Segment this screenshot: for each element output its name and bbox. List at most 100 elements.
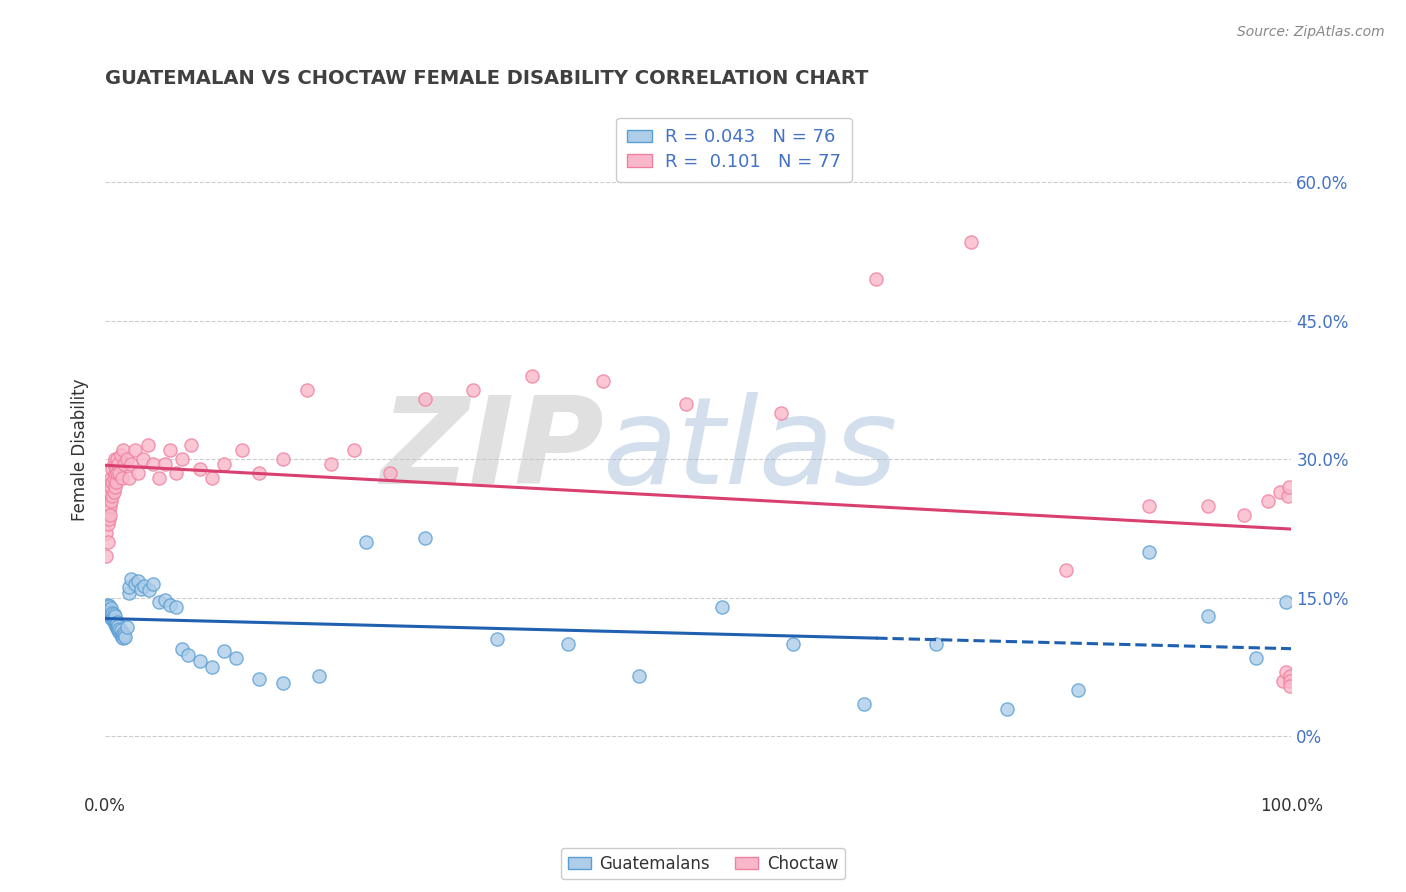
Point (105, 452, 128, 467)
Point (853, 697, 876, 711)
Point (142, 457, 165, 471)
Point (924, 637, 946, 651)
Point (97, 599, 120, 614)
Point (97, 535, 120, 549)
Point (107, 623, 129, 637)
Point (103, 457, 125, 471)
Point (111, 630, 134, 644)
Point (112, 628, 135, 642)
Point (105, 621, 128, 635)
Point (112, 457, 135, 471)
Point (100, 607, 122, 622)
Point (1197, 499, 1219, 513)
Point (127, 574, 149, 589)
Point (105, 617, 128, 632)
Point (1279, 669, 1302, 683)
Point (114, 630, 136, 644)
Point (108, 466, 131, 480)
Point (96, 549, 118, 564)
Point (124, 577, 146, 591)
Point (134, 579, 156, 593)
Point (148, 471, 170, 485)
Point (115, 452, 138, 467)
Point (212, 644, 235, 658)
Point (97, 605, 120, 619)
Point (103, 471, 125, 485)
Point (97, 489, 120, 503)
Point (201, 660, 224, 674)
Point (172, 452, 194, 467)
Point (107, 619, 129, 633)
Point (104, 461, 127, 475)
Point (557, 637, 579, 651)
Point (1279, 673, 1302, 688)
Point (1067, 683, 1090, 698)
Point (104, 475, 127, 490)
Point (103, 607, 125, 621)
Point (1277, 489, 1299, 503)
Point (188, 461, 211, 475)
Point (1278, 480, 1301, 494)
Point (103, 484, 125, 499)
Point (97, 602, 120, 616)
Point (485, 632, 508, 647)
Point (100, 601, 122, 615)
Point (319, 457, 342, 471)
Point (271, 675, 294, 690)
Point (1137, 499, 1160, 513)
Point (98, 609, 121, 624)
Point (97, 598, 120, 612)
Point (118, 580, 141, 594)
Point (675, 397, 697, 411)
Point (104, 616, 127, 631)
Point (132, 452, 155, 467)
Point (159, 598, 181, 612)
Point (201, 471, 224, 485)
Point (124, 443, 146, 458)
Point (120, 457, 142, 471)
Point (105, 466, 128, 480)
Point (104, 480, 127, 494)
Point (100, 611, 122, 625)
Point (103, 610, 125, 624)
Point (1272, 673, 1295, 688)
Point (249, 466, 271, 480)
Point (782, 637, 804, 651)
Point (522, 369, 544, 384)
Point (110, 623, 132, 637)
Point (97, 602, 120, 616)
Point (188, 654, 211, 668)
Y-axis label: Female Disability: Female Disability (72, 379, 89, 521)
Point (101, 489, 124, 503)
Point (96, 600, 118, 615)
Point (103, 614, 125, 628)
Point (100, 471, 122, 485)
Point (98, 499, 121, 513)
Point (100, 605, 122, 619)
Point (98, 508, 121, 522)
Text: atlas: atlas (603, 392, 898, 508)
Point (1274, 665, 1296, 679)
Point (111, 626, 134, 640)
Point (461, 383, 484, 397)
Point (142, 577, 165, 591)
Point (101, 612, 124, 626)
Point (1197, 609, 1219, 624)
Point (225, 650, 247, 665)
Point (108, 622, 131, 636)
Point (118, 586, 141, 600)
Point (249, 672, 271, 686)
Point (97, 503, 120, 517)
Point (1137, 544, 1160, 558)
Point (111, 471, 134, 485)
Point (105, 615, 128, 629)
Point (104, 452, 127, 467)
Point (101, 475, 124, 490)
Point (98, 484, 121, 499)
Point (110, 628, 132, 642)
Legend: R = 0.043   N = 76, R =  0.101   N = 77: R = 0.043 N = 76, R = 0.101 N = 77 (616, 118, 852, 182)
Point (101, 609, 124, 624)
Point (960, 235, 983, 250)
Point (98, 607, 121, 621)
Point (177, 648, 200, 662)
